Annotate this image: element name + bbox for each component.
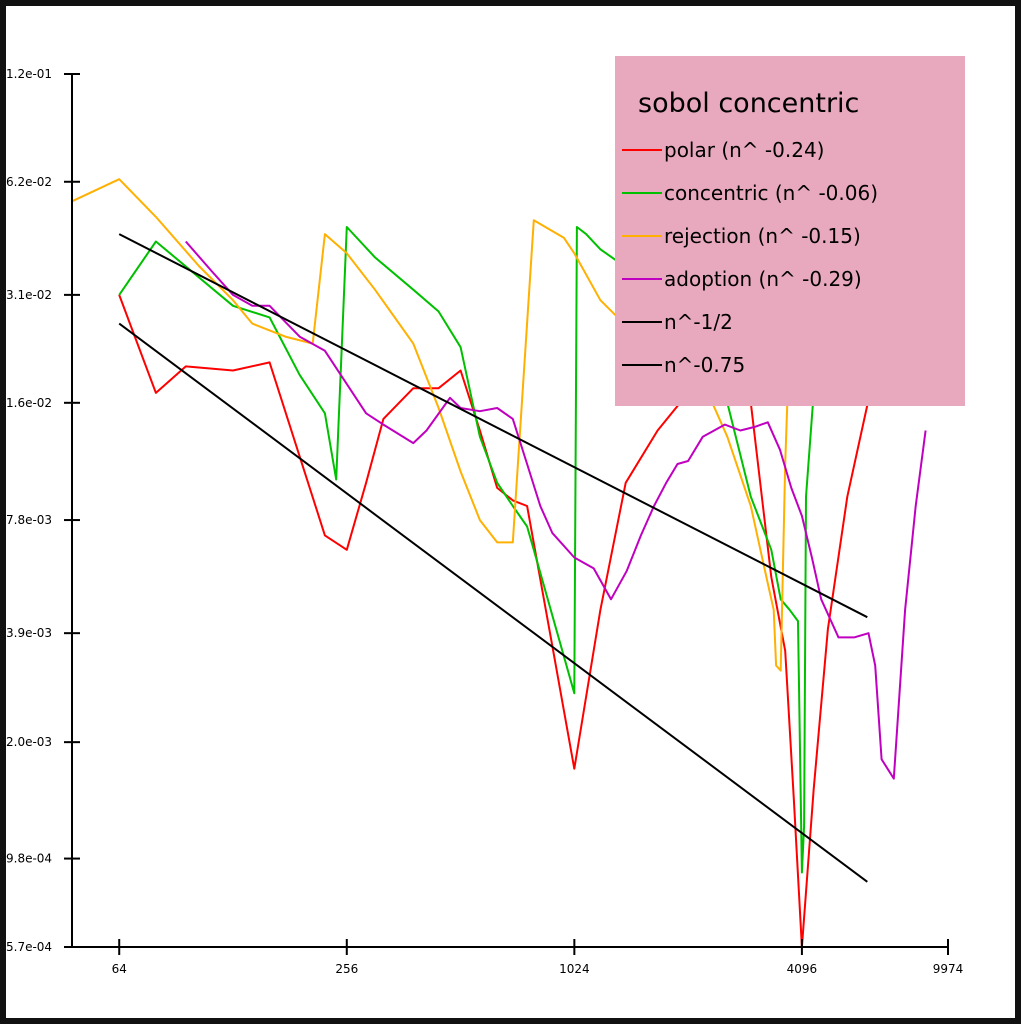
legend-label-n-1-2: n^-1/2 — [664, 310, 733, 334]
legend-label-n-0-75: n^-0.75 — [664, 353, 745, 377]
series-line-n-1-2 — [118, 233, 868, 619]
y-tick-label: 3.1e-02 — [6, 288, 52, 302]
series-line-concentric-n-0-06 — [118, 226, 815, 874]
legend-background — [615, 56, 965, 406]
chart-title: sobol concentric — [638, 88, 859, 119]
chart: 1.2e-01 6.2e-02 3.1e-02 1.6e-02 7.8e-03 3.9e-… — [6, 56, 965, 976]
y-tick-label: 7.8e-03 — [6, 513, 52, 527]
x-tick-label: 4096 — [787, 962, 818, 976]
y-tick-label: 1.6e-02 — [6, 396, 52, 410]
series-lines — [71, 178, 927, 948]
y-tick-label: 1.2e-01 — [6, 67, 52, 81]
chart-frame: 1.2e-01 6.2e-02 3.1e-02 1.6e-02 7.8e-03 3.9e-… — [6, 6, 1015, 1018]
legend-label-rejection-n-0-15: rejection (n^ -0.15) — [664, 224, 861, 248]
series-line-n-0-75 — [118, 322, 868, 883]
legend-label-polar-n-0-24: polar (n^ -0.24) — [664, 138, 824, 162]
legend-label-concentric-n-0-06: concentric (n^ -0.06) — [664, 181, 878, 205]
series-line-adoption-n-0-29 — [185, 240, 927, 780]
x-ticks: 64 256 1024 4096 9974 — [112, 939, 964, 976]
y-tick-label: 6.2e-02 — [6, 175, 52, 189]
x-tick-label: 1024 — [559, 962, 590, 976]
series-line-polar-n-0-24 — [118, 294, 871, 948]
legend-label-adoption-n-0-29: adoption (n^ -0.29) — [664, 267, 862, 291]
x-tick-label: 256 — [335, 962, 358, 976]
legend: sobol concentric polar (n^ -0.24) concent… — [615, 56, 965, 406]
x-tick-label: 9974 — [933, 962, 964, 976]
y-tick-label: 9.8e-04 — [6, 852, 52, 866]
y-tick-label: 2.0e-03 — [6, 735, 52, 749]
y-ticks: 1.2e-01 6.2e-02 3.1e-02 1.6e-02 7.8e-03 3.9e-… — [6, 67, 80, 954]
x-tick-label: 64 — [112, 962, 127, 976]
y-tick-label: 3.9e-03 — [6, 626, 52, 640]
y-tick-label: 5.7e-04 — [6, 940, 52, 954]
